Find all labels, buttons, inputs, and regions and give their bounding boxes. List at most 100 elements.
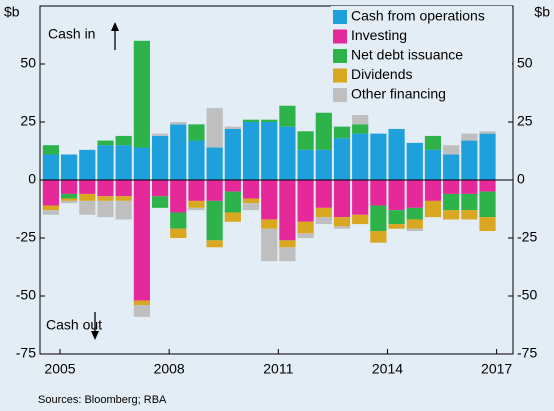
bar-segment <box>443 210 460 220</box>
bar-segment <box>242 198 260 204</box>
bar-segment <box>261 228 278 262</box>
bar-segment <box>97 200 114 218</box>
bar-segment <box>370 231 387 243</box>
bar-segment <box>424 200 442 218</box>
y-tick-label: 50 <box>20 55 36 71</box>
bar-segment <box>261 219 278 229</box>
bar-segment <box>443 145 460 155</box>
y-tick-label: 25 <box>20 113 36 129</box>
bar-segment <box>370 133 387 180</box>
bar-segment <box>461 140 478 180</box>
bar-segment <box>206 240 223 248</box>
bar-segment <box>188 200 205 208</box>
bar-segment <box>261 122 278 180</box>
bar-segment <box>188 140 205 180</box>
bar-segment <box>315 112 332 150</box>
y-axis-label-right: $b <box>534 4 550 20</box>
bar-segment <box>151 135 169 180</box>
bar-segment <box>133 40 150 148</box>
bar-segment <box>461 210 478 220</box>
bar-segment <box>333 180 351 218</box>
bar-segment <box>206 108 223 148</box>
bar-segment <box>79 180 96 194</box>
bar-segment <box>188 124 205 141</box>
bar-segment <box>443 180 460 194</box>
legend-label: Other financing <box>351 86 446 102</box>
legend-swatch <box>333 49 347 63</box>
bar-segment <box>42 210 60 215</box>
bar-segment <box>424 149 442 180</box>
source: Sources: Bloomberg; RBA <box>38 394 167 406</box>
bar-segment <box>315 180 332 208</box>
bar-segment <box>133 180 150 301</box>
bar-segment <box>206 200 223 241</box>
bar-segment <box>461 180 478 194</box>
x-tick-label: 2014 <box>372 361 403 377</box>
bar-segment <box>115 135 132 146</box>
y-tick-label: -50 <box>517 287 537 303</box>
bar-segment <box>424 180 442 201</box>
y-tick-label: -25 <box>16 229 36 245</box>
bar-segment <box>352 133 369 180</box>
bar-segment <box>151 196 169 208</box>
bar-segment <box>461 193 478 211</box>
bar-segment <box>333 217 351 227</box>
bar-segment <box>242 180 260 199</box>
bar-segment <box>333 126 351 139</box>
bar-segment <box>479 217 496 232</box>
bar-segment <box>479 180 496 192</box>
annotation: Cash in <box>48 26 95 42</box>
bar-segment <box>42 145 60 155</box>
bar-segment <box>242 119 260 122</box>
bar-segment <box>170 228 187 238</box>
bar-segment <box>151 133 169 136</box>
bar-segment <box>242 122 260 180</box>
legend-swatch <box>333 88 347 102</box>
legend-swatch <box>333 68 347 83</box>
bar-segment <box>261 119 278 122</box>
bar-segment <box>297 131 314 150</box>
bar-segment <box>388 180 405 211</box>
bar-segment <box>279 126 296 180</box>
bar-segment <box>42 205 60 211</box>
legend-label: Net debt issuance <box>351 47 463 63</box>
bar-segment <box>297 149 314 180</box>
bar-segment <box>315 149 332 180</box>
bar-segment <box>61 193 78 199</box>
bar-segment <box>61 200 78 204</box>
legend-label: Investing <box>351 27 407 43</box>
bar-segment <box>61 180 78 194</box>
bar-segment <box>224 212 241 222</box>
bar-segment <box>224 128 241 180</box>
bar-segment <box>79 193 96 201</box>
bar-segment <box>261 180 278 220</box>
bar-segment <box>61 154 78 180</box>
bar-segment <box>333 226 351 229</box>
bar-segment <box>206 147 223 180</box>
annotation: Cash out <box>46 317 102 333</box>
legend-swatch <box>333 29 347 44</box>
bar-segment <box>297 221 314 234</box>
bar-segment <box>151 180 169 197</box>
bar-segment <box>206 180 223 201</box>
x-tick-label: 2008 <box>154 361 185 377</box>
bar-segment <box>424 135 442 150</box>
legend-background <box>331 6 512 110</box>
bar-segment <box>97 196 114 201</box>
legend-label: Dividends <box>351 66 412 82</box>
y-tick-label: -50 <box>16 287 36 303</box>
arrowhead <box>91 331 99 340</box>
bar-segment <box>388 128 405 180</box>
bar-segment <box>479 131 496 134</box>
bar-segment <box>352 115 369 125</box>
bar-segment <box>388 224 405 229</box>
y-tick-label: 50 <box>517 55 533 71</box>
bar-segment <box>297 233 314 238</box>
bar-segment <box>170 122 187 125</box>
bar-segment <box>79 200 96 215</box>
bar-segment <box>297 180 314 222</box>
bar-segment <box>315 217 332 225</box>
bar-segment <box>97 180 114 197</box>
bar-segment <box>224 191 241 213</box>
bar-segment <box>279 105 296 127</box>
